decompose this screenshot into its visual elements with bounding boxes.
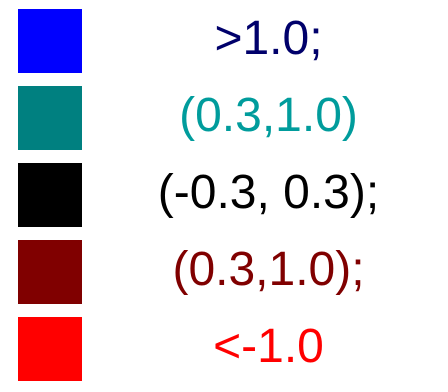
legend-swatch-maroon [18, 240, 82, 304]
legend-label: >1.0; [214, 12, 323, 65]
legend-label: <-1.0 [213, 320, 324, 373]
legend-swatch-blue [18, 9, 82, 73]
legend-item-lt-neg1: <-1.0 [0, 308, 448, 386]
legend-item-gt-1: >1.0; [0, 0, 448, 78]
legend-label: (0.3,1.0); [172, 243, 365, 296]
legend-swatch-red [18, 317, 82, 381]
legend-swatch-black [18, 163, 82, 227]
legend-label: (0.3,1.0) [179, 89, 358, 142]
legend-label: (-0.3, 0.3); [157, 166, 380, 219]
legend-item-neg0.3-to-0.3: (-0.3, 0.3); [0, 154, 448, 232]
legend-item-0.3-to-1.0: (0.3,1.0) [0, 77, 448, 155]
legend-item-0.3-to-1.0-maroon: (0.3,1.0); [0, 231, 448, 309]
legend-swatch-teal [18, 86, 82, 150]
